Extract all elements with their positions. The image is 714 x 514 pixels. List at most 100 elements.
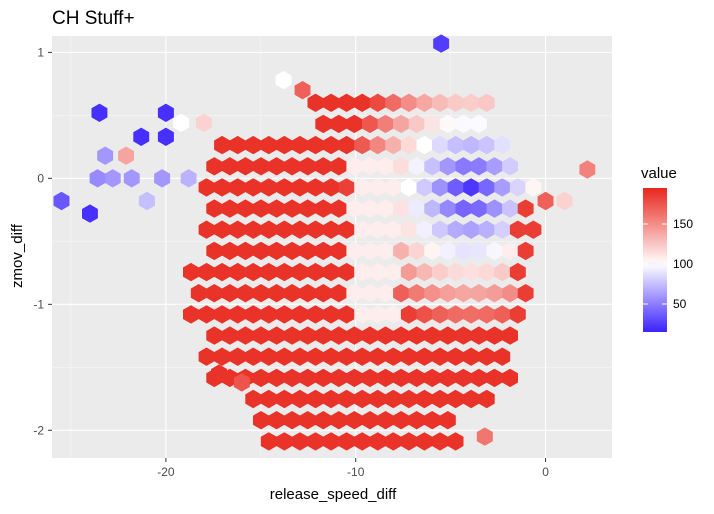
hex-cell — [354, 389, 371, 409]
hex-cell — [432, 347, 448, 366]
hex-cell — [400, 389, 417, 409]
hex-cell — [237, 241, 254, 261]
hex-cell — [330, 411, 347, 430]
hex-cell — [253, 199, 269, 218]
hex-cell — [260, 389, 277, 409]
hex-cell — [229, 135, 246, 155]
hex-cell — [233, 373, 250, 392]
hex-cell — [362, 326, 378, 345]
hex-cell — [82, 204, 98, 223]
x-tick-label: 0 — [542, 465, 549, 479]
hex-cell — [229, 220, 246, 239]
hex-cell — [509, 178, 526, 197]
hex-cell — [253, 368, 269, 388]
hex-cell — [362, 368, 378, 388]
hex-cell — [268, 241, 285, 261]
hex-cell — [416, 93, 433, 112]
hex-cell — [276, 135, 293, 155]
legend-tick-label: 100 — [673, 257, 693, 271]
hex-cell — [385, 305, 402, 324]
hex-cell — [206, 241, 223, 261]
hex-cell — [385, 178, 402, 197]
hex-cell — [268, 411, 285, 430]
hex-cell — [362, 114, 378, 134]
hex-cell — [307, 305, 324, 324]
hex-cell — [486, 368, 503, 388]
hex-cell — [292, 220, 308, 239]
hex-cell — [268, 326, 285, 345]
hex-cell — [157, 103, 174, 122]
hex-cell — [471, 199, 487, 218]
hex-cell — [408, 199, 425, 218]
hex-cell — [214, 262, 231, 282]
hex-cell — [315, 411, 332, 430]
hex-cell — [260, 178, 277, 197]
hex-cell — [346, 326, 363, 345]
hex-cell — [330, 199, 347, 218]
hex-cell — [494, 220, 511, 239]
hex-cell — [315, 199, 332, 218]
hex-cell — [478, 262, 495, 282]
hex-cell — [502, 199, 518, 218]
hex-cell — [447, 135, 464, 155]
hex-cell — [294, 81, 311, 100]
hex-cell — [206, 284, 223, 303]
y-axis-title: zmov_diff — [9, 223, 26, 288]
hex-cell — [292, 389, 308, 409]
hex-cell — [416, 135, 433, 155]
hex-cell — [346, 368, 363, 388]
hex-cell — [432, 135, 448, 155]
hex-cell — [447, 347, 464, 366]
hex-cell — [284, 284, 301, 303]
hex-cell — [502, 157, 518, 176]
hex-cell — [517, 199, 534, 218]
hex-cell — [299, 368, 316, 388]
hex-cell — [416, 178, 433, 197]
hex-cell — [463, 262, 480, 282]
hex-cell — [400, 305, 417, 324]
hex-cell — [323, 220, 339, 239]
hex-cell — [307, 178, 324, 197]
hex-cell — [206, 157, 223, 176]
hex-cell — [439, 368, 456, 388]
x-tick-label: -20 — [157, 465, 175, 479]
hex-cell — [346, 114, 363, 134]
hex-cell — [338, 305, 355, 324]
hex-cell — [299, 199, 316, 218]
hex-cell — [338, 220, 355, 239]
hex-cell — [260, 305, 277, 324]
hex-cell — [369, 135, 386, 155]
hex-cell — [292, 178, 308, 197]
hex-cell — [502, 241, 518, 261]
hex-cell — [369, 93, 386, 112]
hex-cell — [369, 347, 386, 366]
axes: -20 -10 0 1 0 -1 -2 — [33, 45, 549, 479]
hex-cell — [385, 220, 402, 239]
hex-cell — [478, 220, 495, 239]
hex-cell — [393, 157, 410, 176]
hex-cell — [478, 389, 495, 409]
hex-cell — [455, 368, 472, 388]
hex-cell — [416, 262, 433, 282]
hex-cell — [299, 326, 316, 345]
hex-cell — [369, 262, 386, 282]
hex-cell — [439, 241, 456, 261]
hex-cell — [183, 305, 199, 324]
hex-cell — [214, 178, 231, 197]
hex-cell — [346, 411, 363, 430]
hex-cell — [424, 326, 441, 345]
hex-cell — [455, 157, 472, 176]
hex-cell — [299, 284, 316, 303]
hex-cell — [439, 284, 456, 303]
hex-cell — [463, 220, 480, 239]
hex-cell — [89, 169, 106, 188]
hex-cell — [377, 114, 394, 134]
hex-cell — [369, 432, 386, 451]
hex-cell — [463, 178, 480, 197]
hex-cell — [408, 411, 425, 430]
hex-cell — [292, 432, 308, 451]
hex-cell — [439, 411, 456, 430]
hex-cell — [362, 411, 378, 430]
hex-cell — [307, 347, 324, 366]
